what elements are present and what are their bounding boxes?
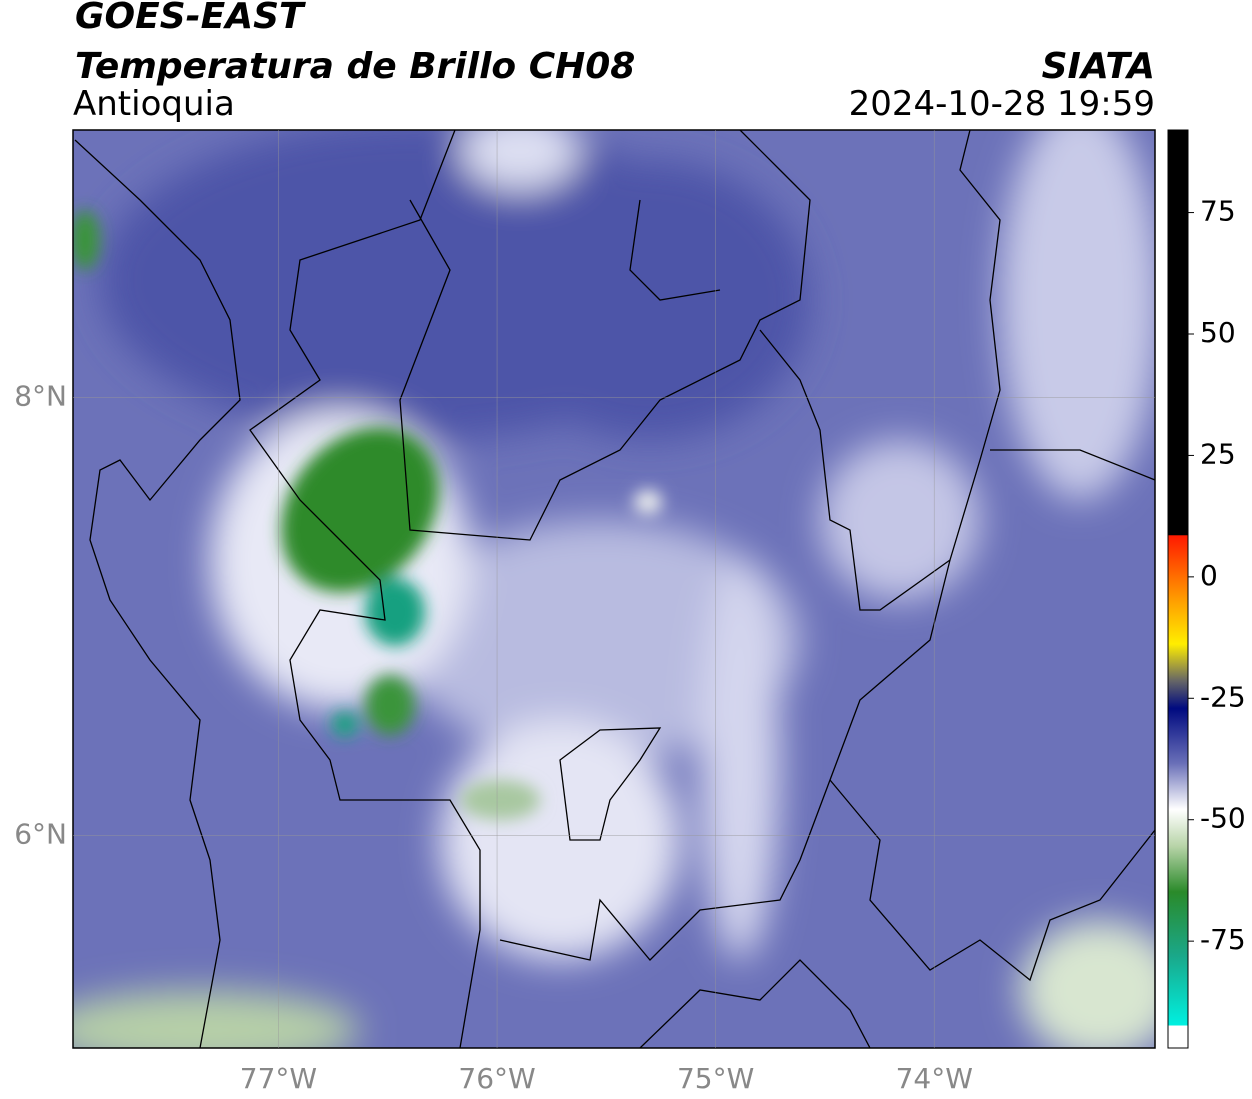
datetime: 2024-10-28 19:59 [849,84,1155,124]
colorbar-tick-label: -50 [1200,802,1246,835]
colorbar-tick-label: 75 [1200,195,1236,228]
colorbar-tick-label: -25 [1200,680,1246,713]
x-tick-label: 74°W [896,1062,973,1095]
x-tick-label: 77°W [240,1062,317,1095]
y-tick-label: 8°N [14,379,67,412]
map-frame [72,129,1156,1049]
title: GOES-EAST [75,0,306,37]
satellite-image [73,130,1155,1048]
region: Antioquia [73,84,235,124]
y-tick-label: 6°N [14,817,67,850]
colorbar-tick-label: 50 [1200,316,1236,349]
subtitle: Temperatura de Brillo CH08 [75,46,635,87]
x-tick-label: 75°W [677,1062,754,1095]
colorbar-tick-label: 0 [1200,559,1218,592]
colorbar-tick-label: -75 [1200,923,1246,956]
colorbar-tick-label: 25 [1200,437,1236,470]
x-tick-label: 76°W [458,1062,535,1095]
colorbar [1167,129,1189,1049]
agency: SIATA [1042,46,1155,87]
